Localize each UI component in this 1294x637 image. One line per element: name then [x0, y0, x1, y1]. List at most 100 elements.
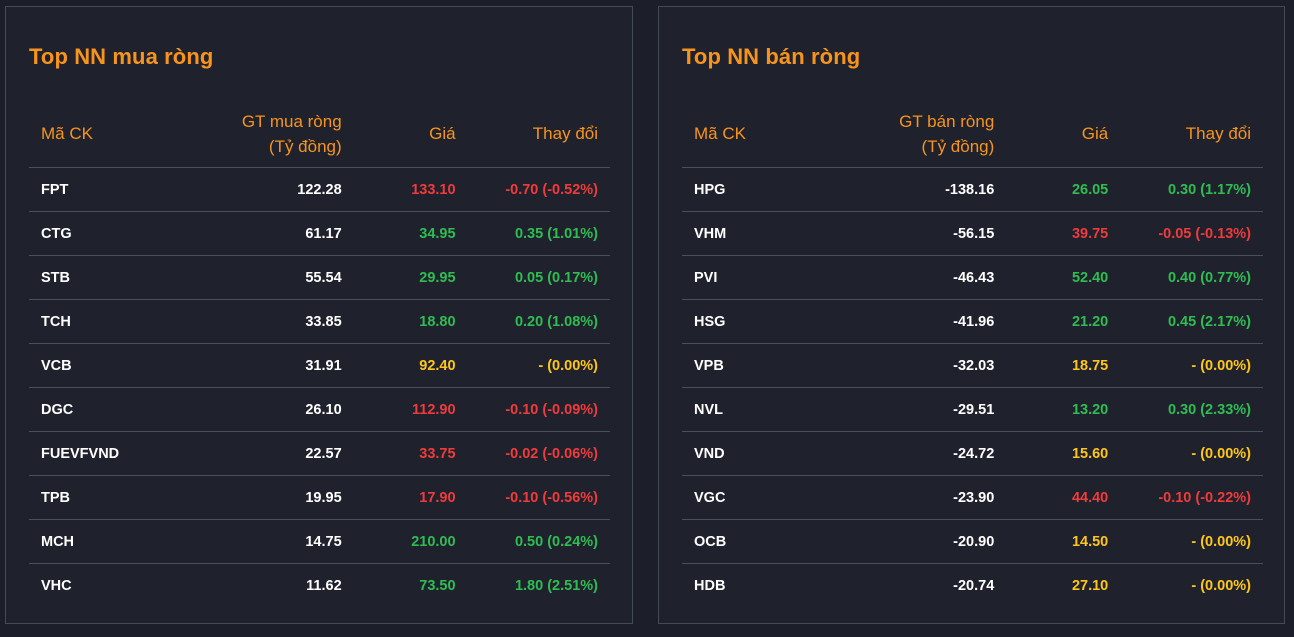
- net-buy-table: Mã CK GT mua ròng (Tỷ đồng) Giá Thay đổi…: [29, 100, 610, 607]
- net-value: 122.28: [169, 167, 342, 212]
- stock-code[interactable]: STB: [29, 255, 170, 300]
- table-row[interactable]: PVI -46.43 52.40 0.40 (0.77%): [682, 255, 1263, 300]
- table-row[interactable]: STB 55.54 29.95 0.05 (0.17%): [29, 255, 610, 300]
- col-header-price[interactable]: Giá: [994, 100, 1109, 168]
- col-header-value-line1: GT mua ròng: [241, 111, 342, 131]
- table-row[interactable]: DGC 26.10 112.90 -0.10 (-0.09%): [29, 387, 610, 432]
- table-row[interactable]: VHM -56.15 39.75 -0.05 (-0.13%): [682, 211, 1263, 256]
- price: 18.80: [341, 299, 456, 344]
- stock-code[interactable]: HSG: [682, 299, 822, 344]
- table-row[interactable]: OCB -20.90 14.50- (0.00%): [682, 519, 1263, 564]
- table-row[interactable]: HPG -138.16 26.05 0.30 (1.17%): [682, 167, 1263, 212]
- table-row[interactable]: VND -24.72 15.60- (0.00%): [682, 431, 1263, 476]
- col-header-value-line2: (Tỷ đồng): [268, 136, 342, 156]
- stock-code[interactable]: VGC: [682, 475, 822, 520]
- price-change: - (0.00%): [1108, 343, 1263, 388]
- price: 210.00: [341, 519, 456, 564]
- net-value: 33.85: [169, 299, 342, 344]
- price: 15.60: [994, 431, 1109, 476]
- col-header-value[interactable]: GT bán ròng (Tỷ đồng): [821, 100, 995, 168]
- stock-code[interactable]: TPB: [29, 475, 170, 520]
- col-header-code[interactable]: Mã CK: [682, 100, 822, 168]
- stock-code[interactable]: FUEVFVND: [29, 431, 170, 476]
- price-change: 0.40 (0.77%): [1108, 255, 1263, 300]
- price-change: 0.05 (0.17%): [455, 255, 610, 300]
- stock-code[interactable]: PVI: [682, 255, 822, 300]
- net-value: 22.57: [169, 431, 342, 476]
- price-change: - (0.00%): [1191, 577, 1251, 594]
- top-net-sell-panel: Top NN bán ròng Mã CK GT bán ròng (Tỷ đồ…: [658, 6, 1285, 624]
- price: 18.75: [994, 343, 1109, 388]
- table-row[interactable]: VCB 31.91 92.40- (0.00%): [29, 343, 610, 388]
- price: 33.75: [341, 431, 456, 476]
- col-header-value-line2: (Tỷ đồng): [921, 136, 995, 156]
- stock-code[interactable]: DGC: [29, 387, 170, 432]
- table-row[interactable]: HDB -20.74 27.10 - (0.00%): [682, 564, 1263, 608]
- stock-code[interactable]: VCB: [29, 343, 170, 388]
- price: 73.50: [419, 577, 456, 594]
- panel-title: Top NN bán ròng: [682, 44, 861, 69]
- col-header-value[interactable]: GT mua ròng (Tỷ đồng): [169, 100, 342, 168]
- net-value: -29.51: [821, 387, 995, 432]
- net-value: 14.75: [169, 519, 342, 564]
- price: 133.10: [341, 167, 456, 212]
- stock-code[interactable]: VHM: [682, 211, 822, 256]
- stock-code[interactable]: OCB: [682, 519, 822, 564]
- net-value: -41.96: [821, 299, 995, 344]
- table-row[interactable]: FUEVFVND 22.57 33.75 -0.02 (-0.06%): [29, 431, 610, 476]
- stock-code[interactable]: TCH: [29, 299, 170, 344]
- net-value: -20.74: [953, 577, 995, 594]
- price: 92.40: [341, 343, 456, 388]
- price: 14.50: [994, 519, 1109, 564]
- net-value: -138.16: [821, 167, 995, 212]
- table-row[interactable]: MCH 14.75 210.00 0.50 (0.24%): [29, 519, 610, 564]
- price: 112.90: [341, 387, 456, 432]
- net-value: 55.54: [169, 255, 342, 300]
- table-row[interactable]: TCH 33.85 18.80 0.20 (1.08%): [29, 299, 610, 344]
- price-change: 0.30 (2.33%): [1108, 387, 1263, 432]
- price: 27.10: [1071, 577, 1109, 594]
- net-value: 11.62: [306, 577, 342, 594]
- price-change: -0.05 (-0.13%): [1108, 211, 1263, 256]
- price-change: 0.45 (2.17%): [1108, 299, 1263, 344]
- table-row[interactable]: VHC 11.62 73.50 1.80 (2.51%): [29, 564, 610, 608]
- col-header-change[interactable]: Thay đổi: [455, 100, 610, 168]
- stock-code[interactable]: VND: [682, 431, 822, 476]
- price: 21.20: [994, 299, 1109, 344]
- stock-code[interactable]: HDB: [694, 577, 726, 594]
- net-value: 19.95: [169, 475, 342, 520]
- net-value: 61.17: [169, 211, 342, 256]
- stock-code[interactable]: HPG: [682, 167, 822, 212]
- price-change: - (0.00%): [1108, 431, 1263, 476]
- stock-code[interactable]: VPB: [682, 343, 822, 388]
- net-value: -23.90: [821, 475, 995, 520]
- stock-code[interactable]: MCH: [29, 519, 170, 564]
- stock-code[interactable]: CTG: [29, 211, 170, 256]
- price-change: 0.30 (1.17%): [1108, 167, 1263, 212]
- price: 17.90: [341, 475, 456, 520]
- table-row[interactable]: VGC -23.90 44.40 -0.10 (-0.22%): [682, 475, 1263, 520]
- table-header-row: Mã CK GT bán ròng (Tỷ đồng) Giá Thay đổi: [682, 100, 1263, 168]
- col-header-code[interactable]: Mã CK: [29, 100, 170, 168]
- net-sell-table: Mã CK GT bán ròng (Tỷ đồng) Giá Thay đổi…: [682, 100, 1263, 607]
- table-row[interactable]: NVL -29.51 13.20 0.30 (2.33%): [682, 387, 1263, 432]
- col-header-price[interactable]: Giá: [341, 100, 456, 168]
- table-row[interactable]: HSG -41.96 21.20 0.45 (2.17%): [682, 299, 1263, 344]
- price-change: -0.02 (-0.06%): [455, 431, 610, 476]
- stock-code[interactable]: NVL: [682, 387, 822, 432]
- price: 13.20: [994, 387, 1109, 432]
- price: 26.05: [994, 167, 1109, 212]
- stock-code[interactable]: VHC: [41, 577, 72, 594]
- price-change: - (0.00%): [1108, 519, 1263, 564]
- col-header-change[interactable]: Thay đổi: [1108, 100, 1263, 168]
- price: 34.95: [341, 211, 456, 256]
- table-row[interactable]: VPB -32.03 18.75- (0.00%): [682, 343, 1263, 388]
- price-change: -0.10 (-0.09%): [455, 387, 610, 432]
- net-value: 26.10: [169, 387, 342, 432]
- table-row[interactable]: FPT 122.28 133.10 -0.70 (-0.52%): [29, 167, 610, 212]
- stock-code[interactable]: FPT: [29, 167, 170, 212]
- table-row[interactable]: CTG 61.17 34.95 0.35 (1.01%): [29, 211, 610, 256]
- table-row[interactable]: TPB 19.95 17.90 -0.10 (-0.56%): [29, 475, 610, 520]
- price-change: -0.70 (-0.52%): [455, 167, 610, 212]
- price-change: -0.10 (-0.56%): [455, 475, 610, 520]
